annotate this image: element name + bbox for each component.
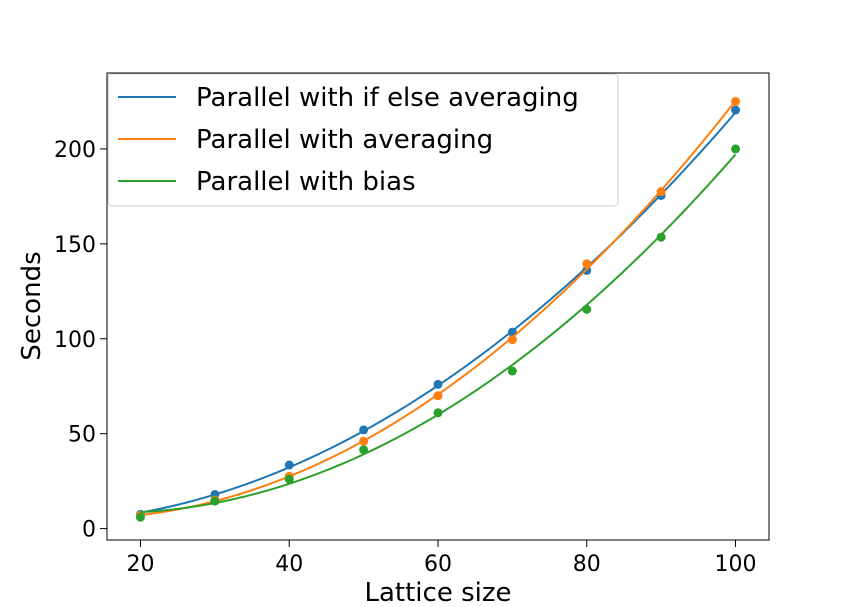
data-point — [284, 460, 294, 470]
data-point — [359, 425, 369, 435]
legend: Parallel with if else averaging Parallel … — [107, 73, 619, 207]
data-point — [210, 496, 220, 506]
data-point — [433, 379, 443, 389]
data-point — [582, 259, 592, 269]
legend-item: Parallel with averaging — [118, 125, 493, 155]
x-tick-label: 40 — [275, 552, 303, 577]
data-point — [582, 304, 592, 314]
x-tick-label: 80 — [573, 552, 601, 577]
data-point — [731, 144, 741, 154]
data-point — [507, 366, 517, 376]
x-tick-label: 100 — [715, 552, 757, 577]
x-axis-ticks: 20 40 60 80 100 — [126, 540, 757, 577]
y-tick-label: 200 — [54, 138, 96, 163]
data-point — [359, 445, 369, 455]
series-layer — [135, 96, 741, 522]
data-point — [359, 436, 369, 446]
series — [135, 144, 741, 522]
data-point — [507, 335, 517, 345]
plot-frame — [106, 72, 770, 541]
x-axis-label: Lattice size — [365, 578, 512, 607]
y-tick-label: 50 — [68, 423, 96, 448]
x-tick-label: 60 — [424, 552, 452, 577]
data-point — [731, 105, 741, 115]
data-point — [284, 474, 294, 484]
y-axis-label: Seconds — [17, 251, 47, 360]
data-point — [135, 512, 145, 522]
x-tick-label: 20 — [126, 552, 154, 577]
legend-box — [107, 73, 619, 207]
data-point — [656, 187, 666, 197]
data-point — [433, 408, 443, 418]
legend-label: Parallel with bias — [196, 167, 416, 197]
y-axis-ticks: 0 50 100 150 200 — [54, 138, 107, 543]
data-point — [656, 232, 666, 242]
legend-item: Parallel with bias — [118, 167, 416, 197]
y-tick-label: 0 — [82, 518, 96, 543]
legend-item: Parallel with if else averaging — [118, 83, 579, 113]
y-tick-label: 100 — [54, 328, 96, 353]
data-point — [433, 391, 443, 401]
y-tick-label: 150 — [54, 233, 96, 258]
legend-label: Parallel with if else averaging — [196, 83, 579, 113]
data-point — [731, 96, 741, 106]
legend-label: Parallel with averaging — [196, 125, 493, 155]
